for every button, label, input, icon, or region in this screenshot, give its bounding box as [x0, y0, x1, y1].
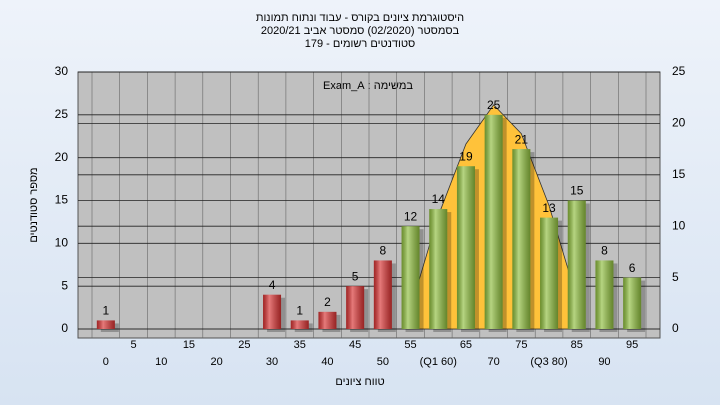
bar-shine	[401, 226, 420, 329]
data-label: 14	[432, 192, 446, 206]
x-tick-label: 5	[130, 339, 136, 351]
data-label: 19	[459, 149, 473, 163]
data-label: 13	[542, 201, 556, 215]
x-tick-label: 50	[377, 356, 389, 368]
x-tick-label: 90	[598, 356, 610, 368]
y-tick-label: 5	[61, 278, 68, 292]
y2-tick-label: 10	[672, 218, 686, 232]
data-label: 6	[629, 261, 636, 275]
y-axis-title: מספר סטודנטים	[28, 167, 40, 242]
data-label: 4	[269, 278, 276, 292]
y2-tick-label: 25	[672, 64, 686, 78]
y-tick-label: 15	[55, 193, 69, 207]
title-line: היסטוגרמת ציונים בקורס - עבוד ונתוח תמונ…	[256, 12, 464, 24]
bar-shine	[96, 320, 115, 329]
data-label: 1	[103, 304, 110, 318]
x-tick-label: 75	[515, 339, 527, 351]
data-label: 5	[352, 269, 359, 283]
data-label: 15	[570, 184, 584, 198]
x-tick-label: 40	[321, 356, 333, 368]
bar-shine	[623, 277, 642, 329]
x-tick-label: 25	[238, 339, 250, 351]
y-tick-label: 20	[55, 150, 69, 164]
bar-shine	[512, 149, 531, 329]
bar-shine	[290, 320, 309, 329]
annotation: במשימה : Exam_A	[323, 80, 413, 92]
title-line: סטודנטים רשומים - 179	[305, 38, 416, 50]
data-label: 21	[515, 132, 529, 146]
bar-shine	[373, 260, 392, 329]
x-tick-label: 15	[183, 339, 195, 351]
data-label: 8	[601, 244, 608, 258]
x-axis-title: טווח ציונים	[335, 376, 384, 388]
x-tick-label: 10	[155, 356, 167, 368]
x-tick-label: 55	[404, 339, 416, 351]
data-label: 8	[380, 244, 387, 258]
x-tick-label: 85	[571, 339, 583, 351]
bar-shine	[346, 286, 365, 329]
x-tick-label: 30	[266, 356, 278, 368]
y-tick-label: 30	[55, 64, 69, 78]
data-label: 12	[404, 209, 418, 223]
bar-shine	[540, 217, 559, 329]
x-tick-label: 95	[626, 339, 638, 351]
y-tick-label: 10	[55, 236, 69, 250]
title-line: בסמסטר (02/2020) סמסטר אביב 2020/21	[261, 25, 460, 37]
x-tick-label: (Q3 80)	[530, 356, 567, 368]
bar-shine	[318, 311, 337, 329]
bar-shine	[263, 294, 282, 329]
bar-shine	[429, 209, 448, 329]
y2-tick-label: 5	[672, 270, 679, 284]
bar-shine	[595, 260, 614, 329]
data-label: 1	[296, 304, 303, 318]
y2-tick-label: 15	[672, 167, 686, 181]
bar-shine	[484, 114, 503, 329]
bar-shine	[456, 166, 475, 329]
x-tick-label: 35	[294, 339, 306, 351]
y2-tick-label: 0	[672, 321, 679, 335]
data-label: 25	[487, 98, 501, 112]
x-tick-label: 65	[460, 339, 472, 351]
y-tick-label: 25	[55, 107, 69, 121]
bar-shine	[567, 200, 586, 329]
x-tick-label: (Q1 60)	[420, 356, 457, 368]
x-tick-label: 45	[349, 339, 361, 351]
x-tick-label: 0	[103, 356, 109, 368]
x-tick-label: 70	[488, 356, 500, 368]
y2-tick-label: 20	[672, 116, 686, 130]
data-label: 2	[324, 295, 331, 309]
y-tick-label: 0	[61, 321, 68, 335]
x-tick-label: 20	[211, 356, 223, 368]
